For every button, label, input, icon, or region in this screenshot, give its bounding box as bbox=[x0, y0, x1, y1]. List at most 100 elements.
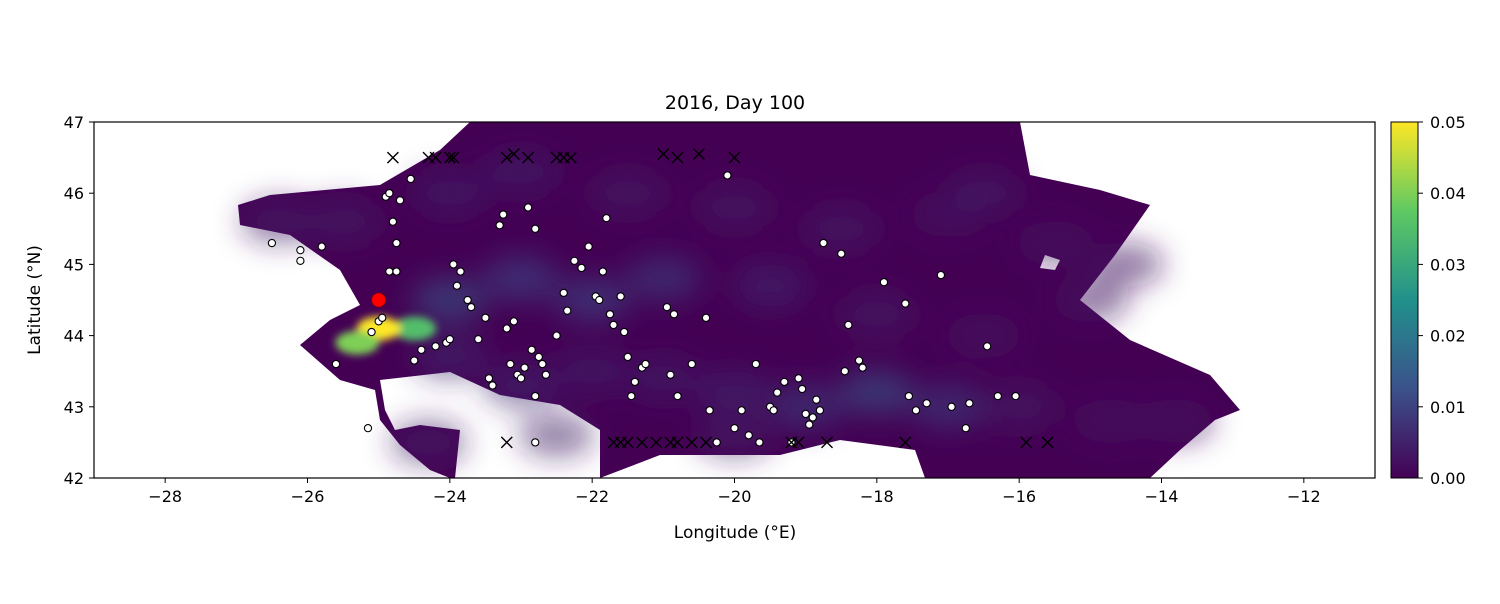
x-marker-point bbox=[792, 436, 805, 449]
x-marker-point bbox=[1041, 436, 1054, 449]
open-circle-point bbox=[523, 203, 533, 212]
open-circle-point bbox=[780, 377, 789, 387]
heatmap-cell bbox=[838, 292, 915, 337]
open-circle-point bbox=[378, 313, 387, 322]
open-circle-point bbox=[463, 295, 472, 305]
x-marker-point bbox=[700, 436, 713, 449]
y-tick-label: 42 bbox=[64, 469, 84, 488]
y-tick-label: 45 bbox=[64, 255, 84, 274]
hotspot-layer bbox=[335, 316, 437, 355]
open-circle-point bbox=[630, 377, 640, 387]
heatmap-cell bbox=[945, 171, 1022, 216]
colorbar-tick-label: 0.05 bbox=[1430, 113, 1466, 132]
open-circle-point bbox=[431, 342, 440, 351]
y-tick-label: 46 bbox=[64, 184, 84, 203]
y-tick-label: 47 bbox=[64, 113, 84, 132]
open-circle-point bbox=[509, 317, 519, 326]
heatmap-cell bbox=[589, 171, 666, 216]
x-marker-point bbox=[621, 436, 634, 449]
x-marker-point bbox=[443, 151, 456, 164]
open-circle-point bbox=[367, 327, 376, 337]
open-circle-point bbox=[598, 267, 607, 276]
open-circle-point bbox=[744, 431, 753, 440]
open-circle-point bbox=[701, 313, 711, 322]
x-marker-point bbox=[650, 436, 663, 449]
heatmap-cell bbox=[625, 256, 702, 301]
x-marker-point bbox=[447, 151, 460, 164]
x-marker-point bbox=[671, 436, 684, 449]
open-circle-point bbox=[584, 242, 593, 251]
plot-area bbox=[238, 122, 1240, 478]
heatmap-cell bbox=[1087, 242, 1164, 287]
heatmap-cell bbox=[945, 313, 1022, 358]
x-marker-point bbox=[507, 148, 520, 161]
colorbar-tick-label: 0.04 bbox=[1430, 184, 1466, 203]
open-circle-point bbox=[627, 391, 636, 401]
open-circle-point bbox=[961, 424, 970, 433]
open-circle-point bbox=[520, 363, 529, 372]
heatmap-cell bbox=[981, 384, 1058, 429]
open-circle-point bbox=[669, 310, 679, 319]
x-marker-point bbox=[386, 151, 399, 164]
open-circle-point bbox=[854, 356, 864, 365]
open-circle-point bbox=[805, 420, 814, 429]
open-circle-point bbox=[531, 438, 540, 447]
open-circle-point bbox=[495, 221, 504, 230]
open-circle-point bbox=[858, 363, 867, 372]
heatmap-cell bbox=[411, 171, 488, 216]
open-circle-point bbox=[605, 310, 615, 319]
open-circle-point bbox=[751, 359, 760, 369]
open-circle-point bbox=[474, 335, 483, 344]
open-circle-point bbox=[616, 292, 625, 301]
open-circle-point bbox=[755, 438, 764, 447]
open-circle-point bbox=[395, 196, 405, 205]
open-circle-point bbox=[730, 424, 739, 433]
open-circle-point bbox=[794, 374, 803, 383]
x-marker-point bbox=[685, 436, 698, 449]
heatmap-cell bbox=[392, 316, 437, 341]
colorbar: 0.00 0.01 0.02 0.03 0.04 0.05 bbox=[1390, 113, 1466, 488]
open-circle-point bbox=[534, 352, 543, 362]
open-circle-point bbox=[723, 171, 732, 180]
open-circle-point bbox=[488, 381, 497, 390]
x-tick-label: −22 bbox=[575, 487, 609, 506]
open-circle-point bbox=[417, 345, 426, 354]
x-marker-point bbox=[899, 436, 912, 449]
y-tick-label: 43 bbox=[64, 398, 84, 417]
heatmap-cell bbox=[390, 420, 467, 465]
open-circle-point bbox=[620, 327, 629, 337]
open-circle-point bbox=[456, 267, 465, 276]
x-marker-point bbox=[522, 151, 535, 164]
open-circle-point bbox=[623, 352, 632, 362]
open-circle-point bbox=[531, 391, 540, 401]
open-circle-point bbox=[595, 295, 604, 305]
heatmap-cell bbox=[554, 349, 631, 394]
x-marker-point bbox=[657, 148, 670, 161]
heatmap-cell bbox=[767, 384, 844, 429]
open-circle-point bbox=[904, 391, 914, 401]
heatmap-cell bbox=[305, 199, 382, 244]
heatmap-cell bbox=[1137, 399, 1214, 444]
x-marker-point bbox=[821, 436, 834, 449]
open-circle-point bbox=[388, 217, 398, 226]
x-tick-label: −14 bbox=[1145, 487, 1179, 506]
x-marker-point bbox=[564, 151, 577, 164]
open-circle-point bbox=[452, 281, 462, 290]
heatmap-cell bbox=[1052, 278, 1129, 322]
x-tick-label: −26 bbox=[291, 487, 325, 506]
open-circle-point bbox=[296, 246, 305, 255]
heatmap-cell bbox=[732, 263, 809, 308]
open-circle-point bbox=[837, 249, 846, 258]
open-circle-point bbox=[808, 413, 817, 422]
y-tick-label: 44 bbox=[64, 327, 84, 346]
open-circle-point bbox=[666, 370, 675, 379]
open-circle-point bbox=[662, 302, 672, 312]
heatmap-cell bbox=[483, 149, 559, 194]
open-circle-point bbox=[484, 374, 494, 383]
open-circle-point bbox=[563, 306, 572, 315]
open-circle-point bbox=[385, 267, 394, 276]
x-axis-label: Longitude (°E) bbox=[674, 523, 796, 543]
x-tick-label: −16 bbox=[1002, 487, 1036, 506]
open-circle-point bbox=[445, 335, 454, 344]
